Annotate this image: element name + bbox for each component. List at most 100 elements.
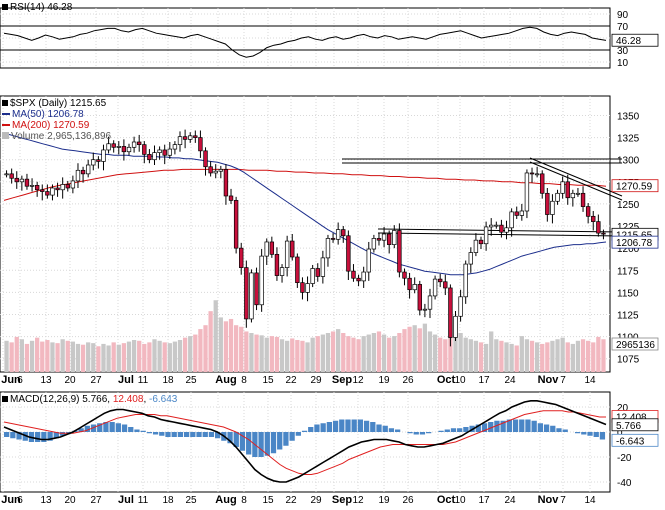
candle-body xyxy=(565,181,570,199)
x-axis-label: 7 xyxy=(560,495,566,506)
candle-body xyxy=(453,315,458,338)
volume-bar xyxy=(70,341,76,372)
candle-body xyxy=(34,184,40,191)
volume-bar xyxy=(233,325,239,372)
candle-body xyxy=(239,247,244,268)
volume-bar xyxy=(126,341,132,372)
macd-tick-label: -20 xyxy=(617,453,632,464)
histogram-bar xyxy=(345,419,351,432)
candle-body xyxy=(9,173,14,179)
candle-body xyxy=(167,148,172,156)
candle-body xyxy=(70,180,76,189)
x-axis-label: 12 xyxy=(352,495,364,506)
candle-body xyxy=(438,278,443,283)
volume-bar xyxy=(259,335,264,372)
candle-body xyxy=(514,211,519,216)
histogram-bar xyxy=(103,422,109,432)
histogram-bar xyxy=(512,419,519,432)
volume-bar xyxy=(448,336,453,372)
volume-bar xyxy=(264,337,269,372)
candle-body xyxy=(443,281,448,289)
ma200-label: MA(200) 1270.59 xyxy=(12,120,90,131)
candle-body xyxy=(402,271,407,279)
candle-body xyxy=(315,268,320,277)
histogram-bar xyxy=(494,420,500,432)
histogram-bar xyxy=(159,432,165,436)
x-axis-label: Nov xyxy=(538,374,560,386)
volume-bar xyxy=(193,334,198,372)
x-axis-label: 6 xyxy=(17,495,23,506)
histogram-bar xyxy=(314,424,320,432)
histogram-bar xyxy=(574,432,581,434)
volume-bar xyxy=(203,325,208,372)
volume-bar xyxy=(223,321,229,372)
macd-signal: 12.408 xyxy=(112,394,144,405)
histogram-bar xyxy=(450,428,457,432)
histogram-bar xyxy=(152,432,159,435)
volume-bar xyxy=(96,346,101,372)
candle-body xyxy=(137,141,142,146)
macd-legend-square xyxy=(2,396,8,402)
volume-tag: 2965136 xyxy=(616,340,655,351)
volume-bar xyxy=(524,339,530,372)
volume-bar xyxy=(285,340,290,372)
candle-body xyxy=(463,263,468,298)
candle-body xyxy=(264,241,269,257)
volume-bar xyxy=(555,339,560,372)
candle-body xyxy=(412,284,417,291)
candle-body xyxy=(499,224,504,233)
x-axis-label: 22 xyxy=(285,375,297,386)
histogram-bar xyxy=(543,424,550,432)
candle-body xyxy=(106,143,111,151)
ma200-polyline xyxy=(3,168,607,201)
price-tick-label: 1150 xyxy=(617,288,639,299)
candle-body xyxy=(75,169,81,182)
histogram-bar xyxy=(264,432,270,456)
volume-bar xyxy=(157,340,162,372)
volume-bar xyxy=(249,333,254,372)
histogram-bar xyxy=(376,424,382,432)
volume-bar xyxy=(45,340,50,372)
ma200-tag-box xyxy=(611,179,659,193)
price-title-row: $SPX (Daily) 1215.65 xyxy=(2,98,111,109)
volume-bar xyxy=(9,342,14,372)
x-axis-label: 24 xyxy=(504,375,516,386)
volume-bar xyxy=(412,325,417,372)
histogram-bar xyxy=(16,432,22,440)
candle-body xyxy=(233,200,239,249)
price-tick-label: 1125 xyxy=(617,311,639,322)
histogram-bar xyxy=(90,424,97,432)
histogram-bar xyxy=(587,432,593,436)
volume-bar xyxy=(182,337,188,372)
price-legend: $SPX (Daily) 1215.65 MA(50) 1206.78 MA(2… xyxy=(2,98,111,142)
histogram-bar xyxy=(66,432,72,434)
histogram-bar xyxy=(457,428,463,432)
candle-body xyxy=(473,239,479,253)
candle-body xyxy=(346,235,351,272)
x-axis-label: 14 xyxy=(584,495,596,506)
volume-bar xyxy=(483,343,489,372)
x-axis-label: 10 xyxy=(454,495,466,506)
candle-body xyxy=(545,192,550,215)
candle-body xyxy=(213,170,218,174)
price-tick-label: 1350 xyxy=(617,111,640,122)
candle-body xyxy=(228,195,234,201)
rsi-tick-label: 90 xyxy=(617,10,629,21)
histogram-bar xyxy=(97,423,103,432)
candle-body xyxy=(55,187,60,191)
candle-body xyxy=(341,229,346,237)
candle-body xyxy=(427,295,433,310)
x-axis-label: 11 xyxy=(138,495,149,506)
x-axis-label: Aug xyxy=(215,494,236,506)
volume-bar xyxy=(152,339,157,372)
ma200-legend: MA(200) 1270.59 xyxy=(2,120,111,131)
volume-bar xyxy=(596,336,601,372)
histogram-bar xyxy=(463,427,469,432)
macd-tick-label: 0 xyxy=(617,428,623,439)
candle-body xyxy=(305,283,310,293)
candle-body xyxy=(40,189,45,192)
candle-body xyxy=(254,272,259,306)
candle-body xyxy=(585,206,591,217)
candle-body xyxy=(249,272,254,320)
